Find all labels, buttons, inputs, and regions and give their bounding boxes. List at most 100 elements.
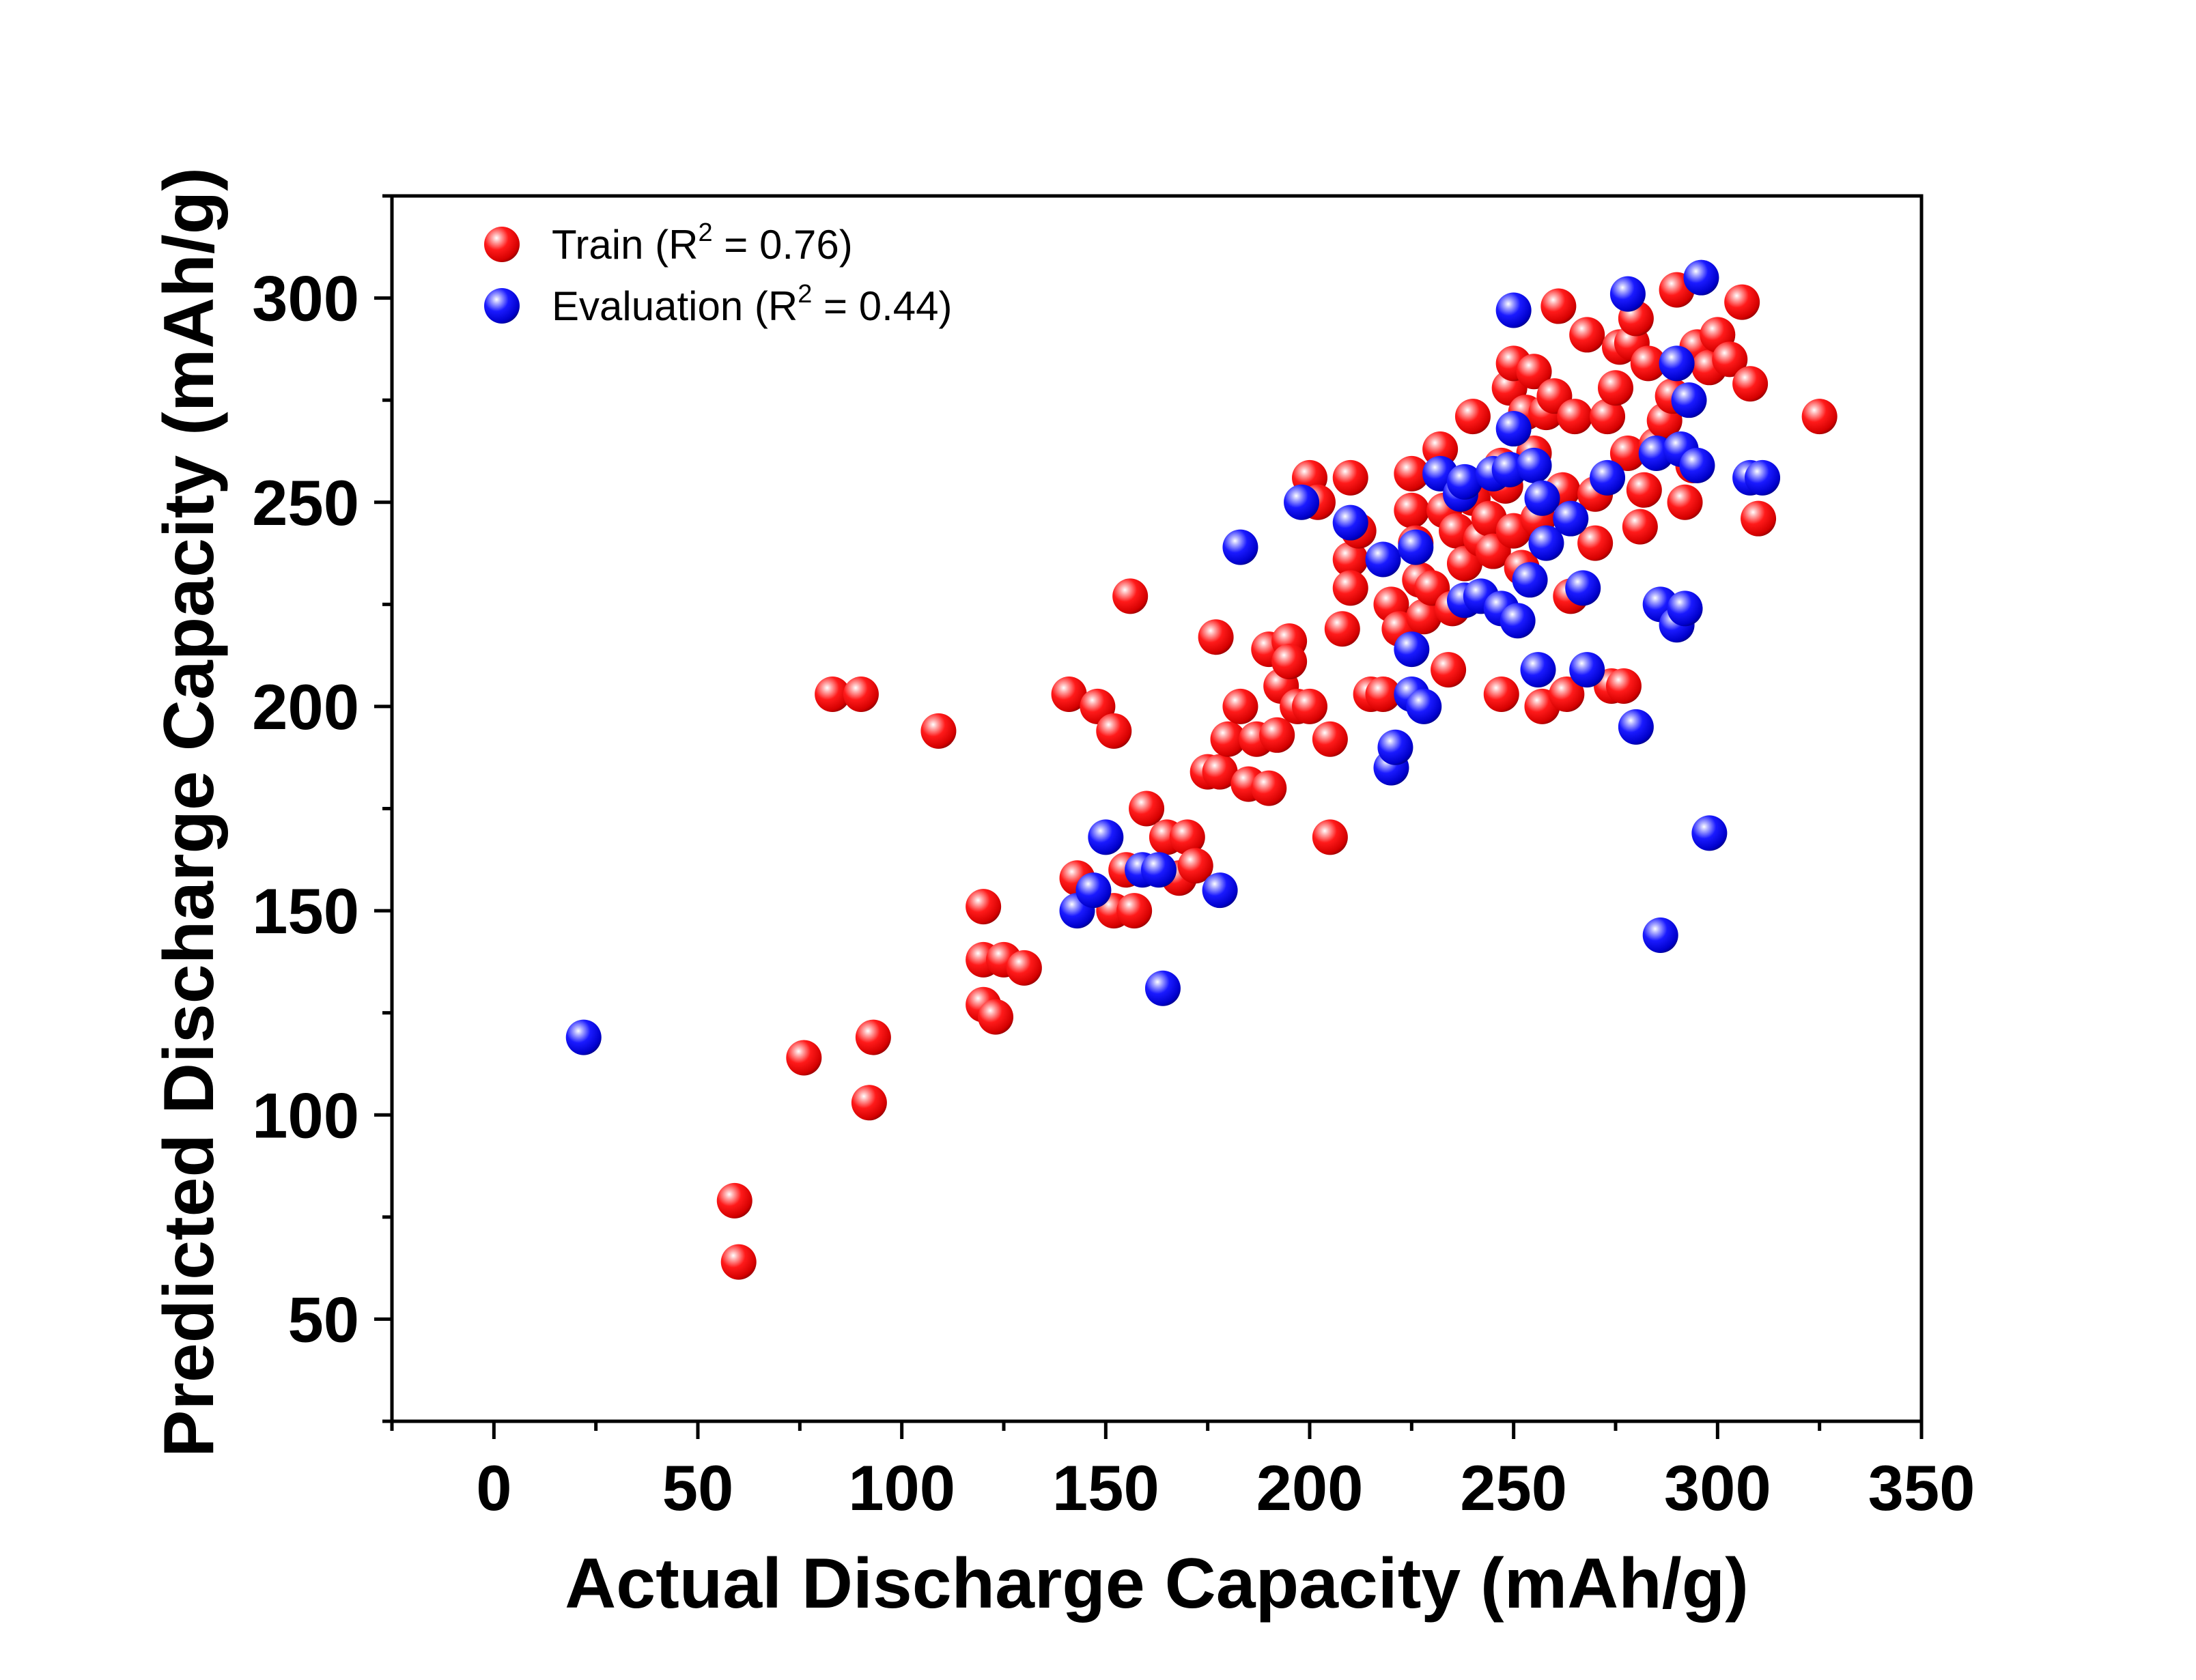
data-point-train (1667, 484, 1703, 520)
data-point-evaluation (1683, 259, 1719, 296)
data-point-train (1177, 848, 1213, 884)
data-point-train (1590, 399, 1626, 435)
x-axis-label: Actual Discharge Capacity (mAh/g) (565, 1544, 1749, 1623)
data-point-evaluation (1088, 819, 1124, 855)
y-axis-tick-labels: 50 100 150 200 250 300 (252, 263, 359, 1356)
legend-marker (484, 227, 520, 262)
data-point-train (1312, 819, 1348, 855)
data-point-evaluation (1691, 815, 1728, 851)
data-point-evaluation (1222, 529, 1258, 565)
data-point-evaluation (1618, 709, 1654, 745)
legend: Train (R2 = 0.76) Evaluation (R2 = 0.44) (484, 218, 952, 329)
data-points (565, 259, 1838, 1280)
data-point-train (1112, 578, 1149, 614)
data-point-train (1454, 399, 1491, 435)
data-point-train (1540, 288, 1577, 324)
y-tick-label: 300 (252, 263, 359, 334)
x-tick-label: 300 (1664, 1452, 1771, 1524)
data-point-train (1324, 611, 1360, 647)
data-point-evaluation (1516, 447, 1552, 483)
data-point-train (1577, 525, 1614, 561)
x-tick-label: 0 (476, 1452, 511, 1524)
data-point-evaluation (1332, 504, 1368, 541)
data-point-train (1312, 721, 1348, 757)
data-point-train (1431, 652, 1467, 688)
data-point-train (815, 676, 851, 712)
x-tick-label: 50 (662, 1452, 734, 1524)
data-point-evaluation (1520, 652, 1556, 688)
data-point-train (720, 1244, 757, 1280)
data-point-evaluation (1671, 382, 1707, 418)
data-point-evaluation (1590, 459, 1626, 496)
data-point-train (1332, 570, 1368, 606)
data-point-train (1626, 472, 1662, 508)
data-point-train (1406, 599, 1442, 635)
data-point-train (1129, 791, 1165, 827)
data-point-train (1006, 950, 1042, 986)
data-point-train (1732, 366, 1769, 402)
data-point-evaluation (1495, 292, 1532, 328)
legend-label: Evaluation (R2 = 0.44) (552, 280, 952, 329)
data-point-train (1365, 676, 1401, 712)
data-point-train (1557, 399, 1593, 435)
data-point-evaluation (1569, 652, 1605, 688)
data-point-evaluation (1446, 464, 1482, 500)
data-point-evaluation (1394, 631, 1430, 668)
data-point-evaluation (1524, 480, 1560, 516)
data-point-train (1724, 284, 1760, 320)
data-point-train (1609, 435, 1646, 471)
data-point-train (855, 1019, 891, 1055)
data-point-evaluation (1565, 570, 1601, 606)
data-point-train (1096, 713, 1132, 749)
data-point-evaluation (1075, 872, 1112, 909)
data-point-train (1210, 721, 1246, 757)
data-point-train (1051, 676, 1087, 712)
data-point-evaluation (1377, 729, 1413, 765)
data-point-train (716, 1182, 752, 1219)
data-point-train (1202, 754, 1238, 790)
data-point-evaluation (1745, 459, 1781, 496)
data-point-train (1483, 676, 1519, 712)
data-point-evaluation (1553, 500, 1589, 537)
data-point-train (1712, 341, 1748, 378)
data-point-evaluation (1284, 484, 1320, 520)
data-point-evaluation (1406, 688, 1442, 724)
data-point-evaluation (565, 1019, 602, 1055)
data-point-train (1622, 509, 1658, 545)
data-point-evaluation (1144, 970, 1181, 1006)
data-point-evaluation (1609, 276, 1646, 312)
data-point-train (1222, 688, 1258, 724)
data-point-train (1251, 770, 1287, 806)
data-point-train (1198, 619, 1234, 655)
data-point-train (1259, 717, 1295, 753)
data-point-train (786, 1040, 822, 1076)
data-point-train (1598, 370, 1633, 406)
legend-marker (484, 288, 520, 324)
data-point-evaluation (1679, 447, 1715, 483)
data-point-train (1741, 500, 1777, 537)
data-point-train (1292, 688, 1327, 724)
y-tick-label: 100 (252, 1079, 359, 1151)
data-point-train (1271, 644, 1308, 680)
data-point-train (1394, 455, 1430, 492)
data-point-train (1169, 819, 1205, 855)
data-point-train (1630, 345, 1666, 382)
data-point-train (1332, 459, 1368, 496)
data-point-evaluation (1642, 917, 1678, 953)
y-axis-ticks (374, 194, 392, 1423)
data-point-evaluation (1365, 541, 1401, 578)
x-tick-label: 150 (1052, 1452, 1159, 1524)
data-point-train (978, 999, 1014, 1035)
data-point-evaluation (1659, 345, 1695, 382)
legend-label: Train (R2 = 0.76) (552, 218, 853, 268)
x-tick-label: 250 (1460, 1452, 1567, 1524)
x-tick-label: 200 (1256, 1452, 1364, 1524)
series-train (716, 272, 1838, 1280)
data-point-train (1332, 541, 1368, 578)
data-point-train (966, 889, 1002, 925)
y-axis-label: Predicted Discharge Capacity (mAh/g) (150, 167, 229, 1457)
data-point-evaluation (1398, 529, 1434, 565)
data-point-evaluation (1667, 590, 1703, 627)
data-point-train (1394, 492, 1430, 528)
